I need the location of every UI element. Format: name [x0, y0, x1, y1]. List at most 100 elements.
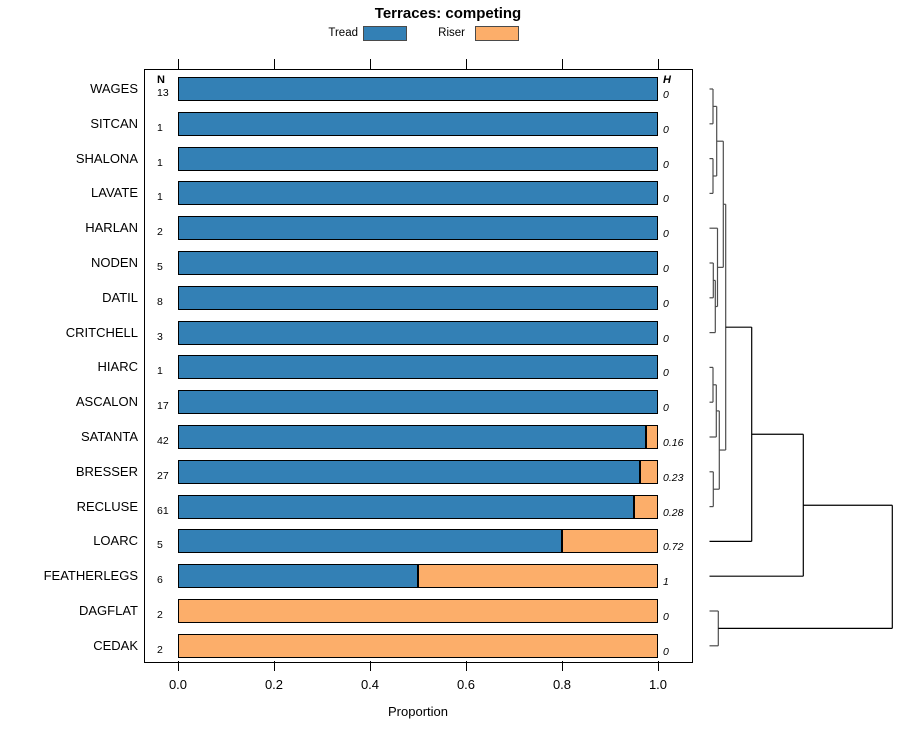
legend-label-riser: Riser — [438, 27, 465, 39]
row-label: ASCALON — [75, 394, 138, 410]
legend-swatch-riser — [475, 26, 519, 41]
top-tick — [370, 59, 371, 69]
h-entropy-value: 1 — [663, 576, 669, 589]
x-tick-label: 0.6 — [456, 677, 476, 692]
bottom-tick — [658, 661, 659, 671]
n-count: 6 — [157, 574, 163, 587]
top-tick — [658, 59, 659, 69]
top-tick — [274, 59, 275, 69]
h-entropy-value: 0 — [663, 89, 669, 101]
n-column-header: N — [157, 74, 165, 86]
n-count: 1 — [157, 121, 163, 134]
n-count: 3 — [157, 330, 163, 343]
row-label: SATANTA — [80, 429, 138, 444]
bar-segment-tread — [178, 111, 658, 136]
bar-segment-tread — [178, 181, 658, 206]
n-count: 13 — [157, 87, 169, 99]
row-label: CEDAK — [93, 637, 138, 653]
row-label: HIARC — [97, 359, 138, 375]
bottom-tick — [466, 661, 467, 671]
bar-segment-tread — [178, 494, 634, 519]
n-count: 61 — [157, 504, 169, 517]
bottom-tick — [562, 661, 563, 671]
bar-segment-tread — [178, 146, 658, 171]
bottom-tick — [274, 661, 275, 671]
n-count: 42 — [157, 435, 169, 447]
n-count: 2 — [157, 609, 163, 621]
bar-segment-riser — [634, 494, 658, 519]
x-tick-label: 0.2 — [264, 677, 284, 692]
h-entropy-value: 0 — [663, 158, 669, 171]
n-count: 8 — [157, 295, 163, 308]
bottom-tick — [370, 661, 371, 671]
bar-segment-tread — [178, 564, 418, 589]
n-count: 2 — [157, 643, 163, 656]
row-label: LAVATE — [91, 185, 138, 201]
row-label: FEATHERLEGS — [43, 568, 138, 584]
bar-segment-riser — [178, 599, 658, 623]
x-tick-label: 0.8 — [552, 677, 572, 692]
h-entropy-value: 0 — [663, 367, 669, 380]
h-entropy-value: 0.72 — [663, 541, 684, 554]
h-entropy-value: 0 — [663, 611, 669, 623]
h-entropy-value: 0 — [663, 263, 669, 275]
bottom-tick — [178, 661, 179, 671]
bar-segment-tread — [178, 390, 658, 415]
h-entropy-value: 0 — [663, 193, 669, 206]
top-tick — [466, 59, 467, 69]
bar-segment-tread — [178, 285, 658, 310]
plot-panel-box — [144, 69, 693, 663]
h-entropy-value: 0.28 — [663, 506, 684, 519]
bar-segment-riser — [646, 425, 658, 449]
n-count: 5 — [157, 261, 163, 273]
bar-segment-tread — [178, 529, 562, 554]
row-label: LOARC — [93, 533, 138, 549]
x-axis-title: Proportion — [388, 704, 448, 719]
h-entropy-value: 0 — [663, 297, 669, 310]
top-tick — [562, 59, 563, 69]
h-entropy-value: 0 — [663, 123, 669, 136]
bar-segment-tread — [178, 251, 658, 275]
n-count: 1 — [157, 365, 163, 378]
n-count: 5 — [157, 539, 163, 552]
h-entropy-value: 0 — [663, 228, 669, 241]
row-label: HARLAN — [85, 220, 138, 236]
h-entropy-value: 0.23 — [663, 471, 684, 484]
bar-segment-tread — [178, 459, 640, 484]
x-tick-label: 0.0 — [168, 677, 188, 692]
top-tick — [178, 59, 179, 69]
chart-title: Terraces: competing — [374, 5, 522, 22]
row-label: DAGFLAT — [79, 603, 138, 618]
bar-segment-tread — [178, 320, 658, 345]
n-count: 2 — [157, 226, 163, 239]
bar-segment-tread — [178, 425, 646, 449]
bar-segment-tread — [178, 216, 658, 241]
h-entropy-value: 0 — [663, 332, 669, 345]
n-count: 17 — [157, 400, 169, 413]
legend-label-tread: Tread — [328, 27, 358, 39]
bar-segment-tread — [178, 77, 658, 101]
row-label: SITCAN — [90, 115, 138, 131]
row-label: SHALONA — [75, 150, 138, 166]
n-count: 1 — [157, 191, 163, 204]
bar-segment-riser — [178, 633, 658, 658]
x-tick-label: 0.4 — [360, 677, 380, 692]
row-label: DATIL — [102, 289, 138, 305]
x-tick-label: 1.0 — [648, 677, 668, 692]
row-label: RECLUSE — [76, 498, 138, 514]
row-label: CRITCHELL — [65, 324, 138, 340]
bar-segment-riser — [640, 459, 658, 484]
h-entropy-value: 0.16 — [663, 437, 684, 449]
bar-segment-riser — [562, 529, 658, 554]
n-count: 1 — [157, 156, 163, 169]
row-label: BRESSER — [75, 463, 138, 479]
row-label: WAGES — [90, 81, 138, 96]
h-entropy-value: 0 — [663, 645, 669, 658]
bar-segment-riser — [418, 564, 658, 589]
bar-segment-tread — [178, 355, 658, 380]
h-entropy-value: 0 — [663, 402, 669, 415]
n-count: 27 — [157, 469, 169, 482]
row-label: NODEN — [91, 255, 138, 270]
